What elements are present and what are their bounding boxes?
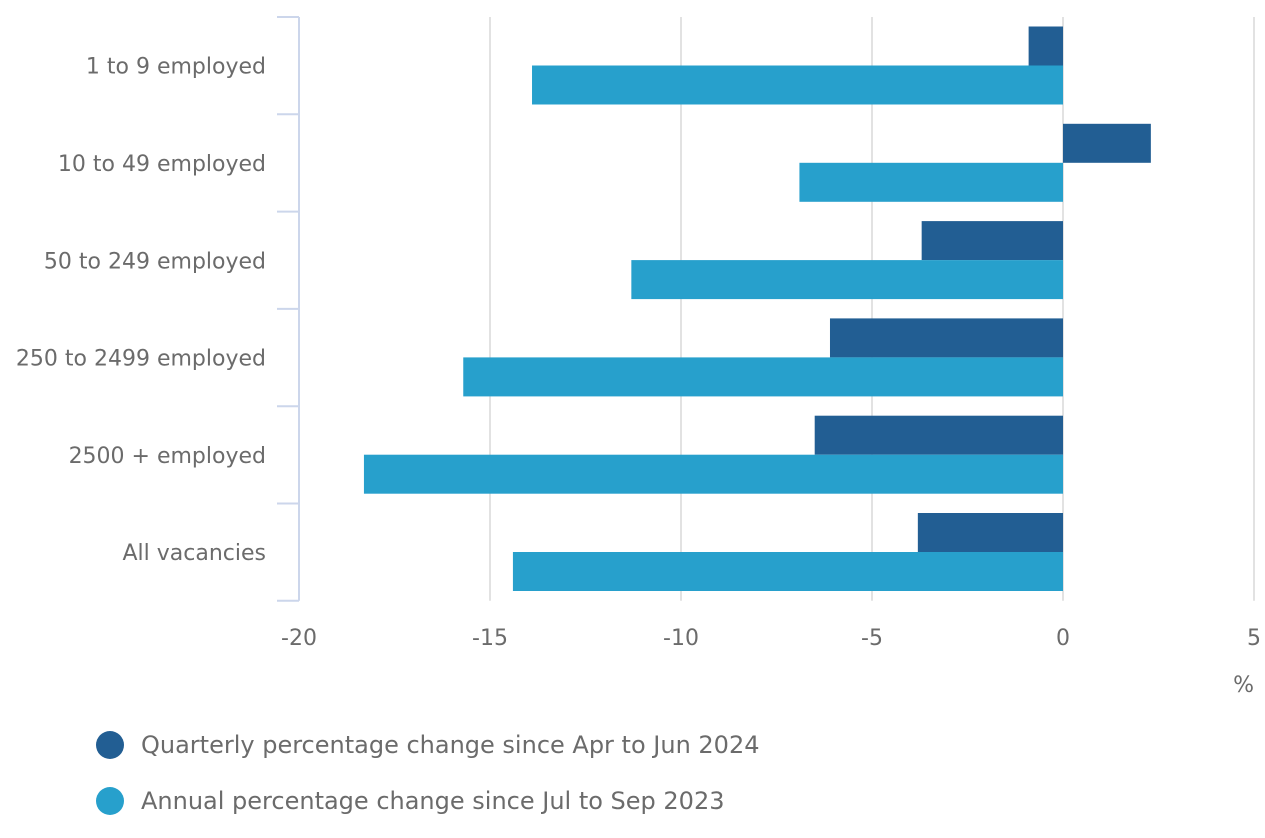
bar-quarterly: [829, 318, 1063, 358]
bar-chart: 1 to 9 employed 10 to 49 employed 50 to 24…: [16, 16, 1261, 698]
y-axis: [277, 16, 300, 602]
x-tick-label: -10: [663, 626, 699, 651]
x-tick-label: -20: [281, 626, 317, 651]
bar-quarterly: [921, 221, 1063, 261]
category-labels: 1 to 9 employed 10 to 49 employed 50 to 24…: [16, 55, 266, 567]
bar-annual: [631, 260, 1063, 300]
category-label: 1 to 9 employed: [86, 55, 266, 80]
bar-quarterly: [1028, 26, 1063, 66]
category-label: All vacancies: [123, 541, 267, 566]
bar-annual: [532, 65, 1063, 105]
legend: Quarterly percentage change since Apr to…: [96, 726, 759, 838]
legend-swatch-quarterly: [96, 731, 124, 759]
bar-annual: [463, 357, 1063, 397]
bar-annual: [799, 162, 1063, 202]
bar-annual: [363, 454, 1063, 494]
bar-quarterly: [814, 415, 1063, 455]
category-label: 250 to 2499 employed: [16, 347, 266, 372]
legend-item-quarterly: Quarterly percentage change since Apr to…: [96, 726, 759, 764]
legend-label-annual: Annual percentage change since Jul to Se…: [141, 787, 725, 815]
x-tick-label: -15: [472, 626, 508, 651]
x-tick-label: 5: [1247, 626, 1261, 651]
legend-swatch-annual: [96, 787, 124, 815]
grid-lines: [489, 17, 1255, 601]
legend-label-quarterly: Quarterly percentage change since Apr to…: [141, 731, 760, 759]
category-label: 10 to 49 employed: [58, 152, 266, 177]
x-tick-labels: -20 -15 -10 -5 0 5: [281, 626, 1261, 651]
category-label: 2500 + employed: [69, 444, 266, 469]
legend-item-annual: Annual percentage change since Jul to Se…: [96, 782, 759, 820]
x-tick-label: -5: [861, 626, 883, 651]
x-unit-label: %: [1233, 673, 1254, 698]
bar-quarterly: [917, 513, 1063, 552]
bar-annual: [512, 552, 1063, 591]
bars: [363, 26, 1151, 591]
bar-quarterly: [1063, 123, 1151, 163]
category-label: 50 to 249 employed: [44, 249, 266, 274]
x-tick-label: 0: [1056, 626, 1070, 651]
